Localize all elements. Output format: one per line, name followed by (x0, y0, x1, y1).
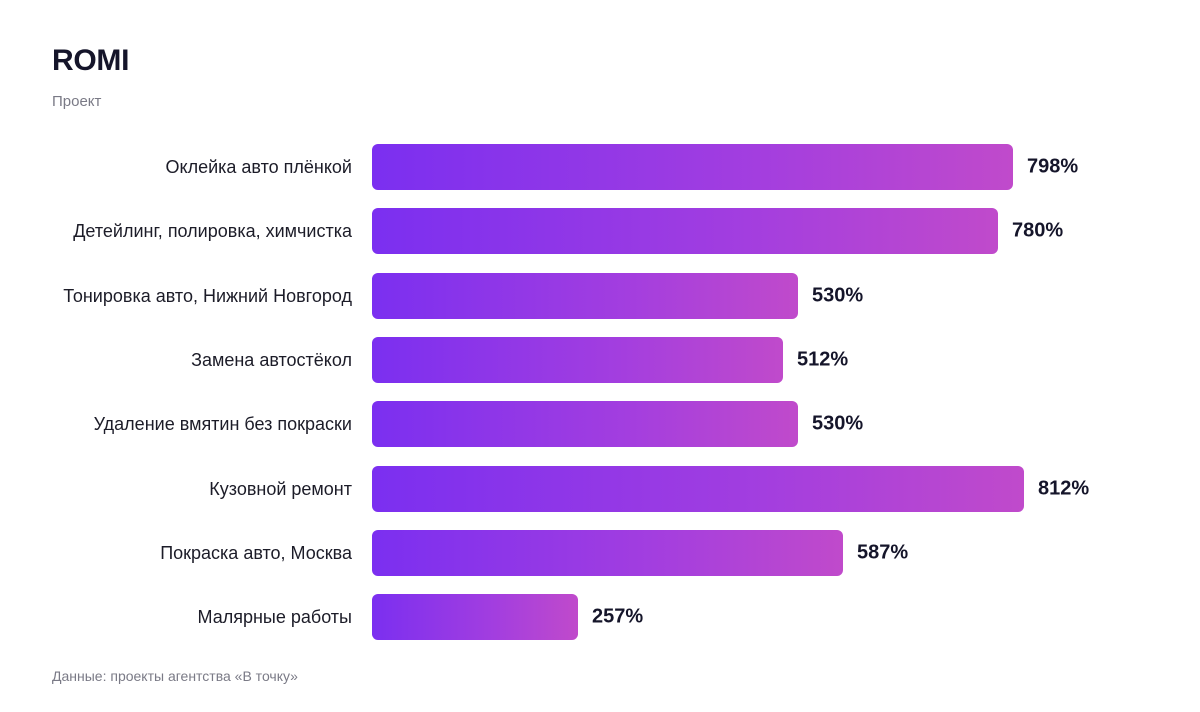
chart-subtitle: Проект (52, 93, 102, 110)
bar-category-label: Малярные работы (197, 607, 353, 628)
bar-value-label: 530% (812, 412, 864, 435)
bar-category-label: Оклейка авто плёнкой (165, 157, 352, 177)
bar (372, 401, 798, 448)
chart-title: ROMI (52, 44, 130, 77)
bar-value-label: 512% (797, 348, 849, 371)
bar-row: Детейлинг, полировка, химчистка 780% (0, 208, 1200, 255)
bar-row: Малярные работы 257% (0, 594, 1200, 641)
bar (372, 144, 1013, 190)
bar-category-label: Детейлинг, полировка, химчистка (73, 221, 352, 242)
bar-row: Замена автостёкол 512% (0, 336, 1200, 383)
bar-row: Удаление вмятин без покраски 530% (0, 401, 1200, 448)
bar (372, 272, 798, 319)
bar-row: Тонировка авто, Нижний Новгород 530% (0, 272, 1200, 319)
bar (372, 208, 998, 255)
bar (372, 594, 578, 641)
bar (372, 336, 783, 383)
bar-value-label: 812% (1038, 477, 1090, 499)
bar-category-label: Удаление вмятин без покраски (93, 414, 352, 435)
bar-category-label: Замена автостёкол (191, 349, 352, 370)
bar-category-label: Тонировка авто, Нижний Новгород (63, 285, 352, 306)
bar-value-label: 530% (812, 284, 864, 307)
bar (372, 529, 843, 576)
bar-category-label: Кузовной ремонт (209, 478, 352, 499)
bar-value-label: 780% (1012, 219, 1064, 242)
bar-category-label: Покраска авто, Москва (160, 542, 352, 563)
bar (372, 465, 1024, 512)
chart-source-note: Данные: проекты агентства «В точку» (52, 668, 298, 684)
bar-value-label: 257% (592, 605, 644, 628)
bar-row: Кузовной ремонт 812% (0, 465, 1200, 512)
bar-value-label: 587% (857, 541, 909, 564)
bar-row: Оклейка авто плёнкой 798% (0, 144, 1200, 190)
bar-value-label: 798% (1027, 155, 1079, 178)
bar-row: Покраска авто, Москва 587% (0, 529, 1200, 576)
